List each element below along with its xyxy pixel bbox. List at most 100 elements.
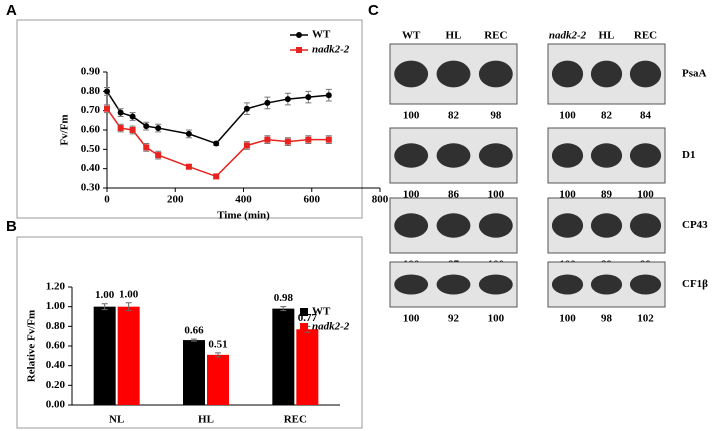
band (436, 274, 471, 295)
bar (296, 329, 319, 405)
marker (264, 99, 271, 106)
quantification: 100 (403, 313, 420, 325)
marker (129, 113, 136, 120)
bar (272, 308, 295, 405)
y-tick-label: 0.00 (46, 399, 66, 411)
x-tick-label: 400 (235, 194, 252, 206)
error-bar (191, 338, 197, 342)
error-bar (101, 303, 108, 311)
lane-header: REC (634, 30, 657, 42)
quantification: 82 (601, 110, 613, 122)
bar (207, 354, 229, 405)
y-tick-label: 0.60 (46, 340, 66, 352)
lane-header: HL (446, 30, 462, 42)
y-axis-title: Relative Fv/Fm (26, 310, 38, 382)
band (629, 213, 662, 238)
lane-header: nadk2-2 (549, 30, 587, 42)
band (629, 60, 662, 88)
bar (183, 340, 205, 405)
band (394, 274, 429, 295)
y-tick-label: 0.60 (81, 124, 101, 136)
band (394, 213, 429, 238)
band (436, 143, 471, 168)
y-tick-label: 0.70 (81, 104, 101, 116)
marker (305, 94, 312, 101)
band (590, 60, 623, 88)
band (478, 274, 513, 295)
band (436, 213, 471, 238)
value-label: 0.98 (274, 292, 294, 304)
panel-label: A (6, 2, 17, 19)
legend-label: WT (312, 306, 331, 318)
y-axis-title: Fv/Fm (59, 114, 71, 145)
band (551, 274, 584, 295)
y-tick-label: 0.90 (81, 66, 101, 78)
marker (185, 163, 192, 170)
panel-label: C (368, 2, 379, 19)
panel-a-frame (16, 19, 363, 219)
protein-label: PsaA (682, 68, 707, 80)
band (551, 60, 584, 88)
protein-label: D1 (682, 149, 695, 161)
y-tick-label: 0.80 (81, 85, 101, 97)
marker (264, 136, 271, 143)
x-tick-label: 200 (167, 194, 184, 206)
marker (213, 140, 220, 147)
y-tick-label: 1.00 (46, 300, 66, 312)
quantification: 98 (601, 313, 613, 325)
marker (129, 127, 136, 133)
marker (213, 173, 220, 180)
bar (93, 306, 116, 405)
marker (143, 144, 150, 151)
marker (284, 96, 291, 103)
marker (117, 109, 124, 116)
quantification: 86 (448, 189, 460, 201)
band (590, 213, 623, 238)
panel-b-frame (16, 236, 363, 429)
bar (117, 306, 140, 405)
marker (243, 105, 250, 112)
band (478, 143, 513, 168)
band (394, 143, 429, 168)
quantification: 100 (403, 110, 420, 122)
band (436, 60, 471, 88)
lane-header: REC (484, 30, 507, 42)
band (590, 274, 623, 295)
error-bar (125, 302, 132, 312)
band (394, 60, 429, 88)
band (551, 143, 584, 168)
x-tick-label: 600 (304, 194, 321, 206)
quantification: 92 (448, 313, 460, 325)
marker (325, 136, 332, 143)
marker (155, 152, 162, 159)
error-bar (280, 306, 287, 312)
marker (325, 92, 332, 99)
value-label: 1.00 (95, 289, 115, 301)
quantification: 100 (559, 110, 576, 122)
y-tick-label: 1.20 (46, 281, 66, 293)
marker (305, 136, 312, 143)
lane-header: WT (402, 30, 421, 42)
legend-marker (296, 32, 302, 38)
protein-label: CP43 (682, 219, 708, 231)
legend-label: WT (312, 29, 331, 41)
legend-label: nadk2-2 (312, 44, 350, 56)
marker (143, 123, 150, 130)
band (478, 213, 513, 238)
quantification: 102 (637, 313, 654, 325)
y-tick-label: 0.30 (81, 182, 101, 194)
panel-label: B (6, 218, 17, 235)
quantification: 100 (488, 313, 505, 325)
band (629, 274, 662, 295)
value-label: 0.66 (184, 325, 204, 337)
marker (185, 130, 192, 137)
quantification: 98 (490, 110, 502, 122)
value-label: 1.00 (119, 288, 139, 300)
band (590, 143, 623, 168)
value-label: 0.51 (208, 338, 227, 350)
x-tick-label: 800 (372, 194, 389, 206)
y-tick-label: 0.80 (46, 320, 66, 332)
y-tick-label: 0.20 (46, 379, 66, 391)
